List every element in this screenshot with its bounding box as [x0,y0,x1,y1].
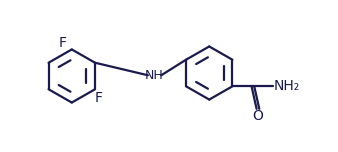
Text: O: O [252,109,263,123]
Text: NH: NH [145,69,163,82]
Text: F: F [58,36,66,50]
Text: F: F [94,91,102,105]
Text: NH₂: NH₂ [273,79,299,93]
